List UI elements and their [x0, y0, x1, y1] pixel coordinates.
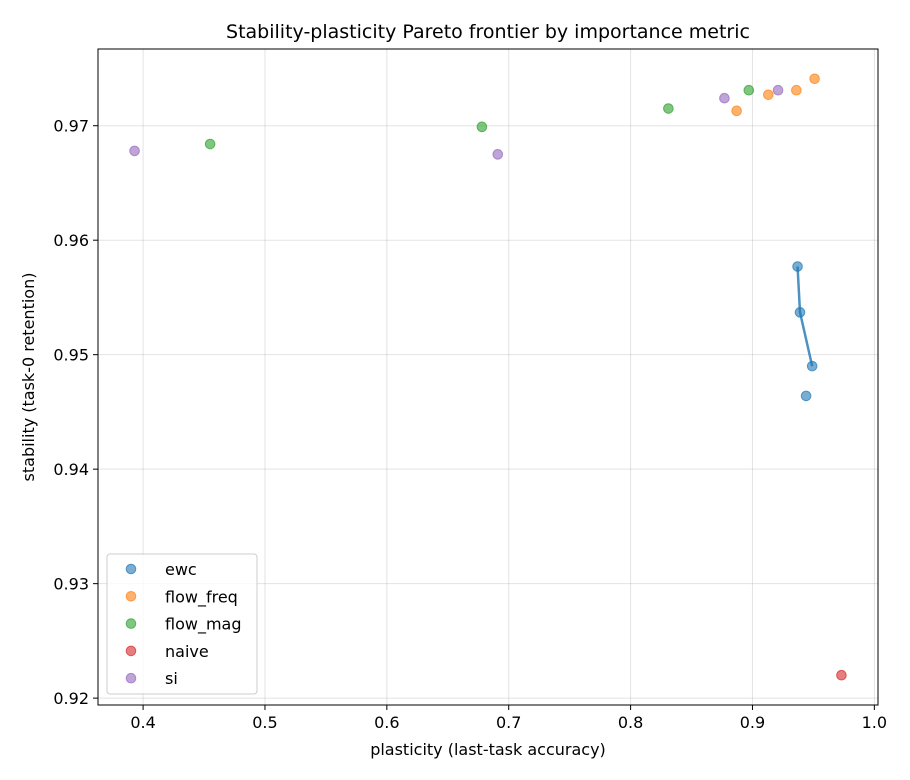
- y-tick-label: 0.93: [53, 575, 89, 594]
- data-point-flow_freq: [791, 84, 802, 96]
- y-tick-label: 0.96: [53, 231, 89, 250]
- data-point-si: [772, 84, 784, 96]
- legend-label-naive: naive: [165, 642, 209, 661]
- y-tick-label: 0.94: [53, 460, 89, 479]
- x-tick-label: 0.8: [618, 713, 643, 732]
- legend-marker-naive: [125, 645, 137, 657]
- legend-marker-ewc: [125, 563, 137, 575]
- plot-frame: [97, 48, 879, 706]
- data-point-si: [129, 145, 140, 157]
- x-axis-label: plasticity (last-task accuracy): [370, 740, 606, 759]
- data-point-flow_mag: [476, 121, 488, 133]
- y-axis: 0.92 0.93 0.94 0.95 0.96 0.97: [53, 117, 98, 708]
- data-point-flow_freq: [809, 73, 820, 85]
- data-points: [129, 73, 847, 681]
- legend-marker-si: [125, 672, 137, 684]
- data-point-flow_freq: [731, 105, 742, 117]
- legend-label-flow_mag: flow_mag: [165, 615, 242, 635]
- data-point-si: [719, 92, 730, 104]
- legend-label-ewc: ewc: [165, 560, 197, 579]
- x-tick-label: 0.4: [130, 713, 155, 732]
- data-point-flow_mag: [663, 103, 674, 114]
- data-point-naive: [836, 669, 847, 681]
- x-tick-label: 0.7: [496, 713, 521, 732]
- legend-box: [106, 553, 258, 695]
- data-point-ewc: [800, 390, 812, 402]
- legend-label-flow_freq: flow_freq: [165, 587, 238, 607]
- y-tick-label: 0.95: [53, 346, 89, 365]
- legend-marker-flow_mag: [125, 618, 137, 629]
- data-point-si: [492, 149, 504, 160]
- data-point-flow_mag: [743, 84, 755, 96]
- x-tick-label: 0.6: [374, 713, 399, 732]
- x-tick-label: 0.5: [252, 713, 277, 732]
- x-tick-label: 1.0: [862, 713, 887, 732]
- data-point-flow_freq: [763, 89, 774, 101]
- data-point-ewc: [806, 360, 818, 372]
- y-axis-label: stability (task-0 retention): [19, 273, 38, 482]
- x-tick-label: 0.9: [740, 713, 765, 732]
- y-tick-label: 0.97: [53, 117, 89, 136]
- legend-label-si: si: [165, 669, 178, 688]
- data-point-ewc: [794, 307, 806, 318]
- data-point-flow_mag: [204, 138, 216, 150]
- legend-marker-flow_freq: [125, 591, 137, 602]
- x-axis: 0.4 0.5 0.6 0.7 0.8 0.9 1.0: [130, 705, 887, 732]
- data-point-ewc: [792, 261, 803, 272]
- chart-title: Stability-plasticity Pareto frontier by …: [226, 21, 750, 43]
- y-tick-label: 0.92: [53, 689, 89, 708]
